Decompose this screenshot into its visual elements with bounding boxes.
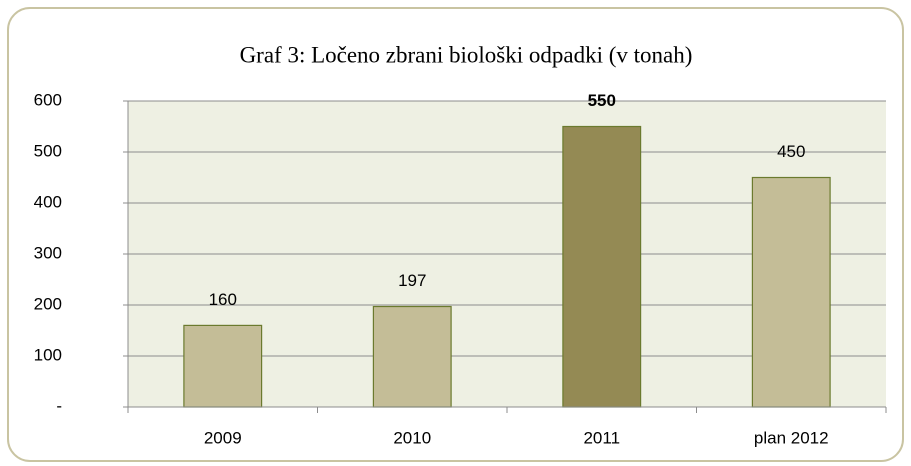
data-label: 160 [209,290,237,309]
y-tick-label: 500 [34,141,62,160]
y-tick-label: 400 [34,192,62,211]
x-tick-label: 2009 [204,428,242,447]
y-tick-label: 200 [34,294,62,313]
bar [562,125,642,408]
bar [372,305,452,408]
x-tick-label: 2011 [583,428,620,447]
x-tick-label: 2010 [393,428,431,447]
data-label: 197 [398,271,426,290]
x-tick-label: plan 2012 [754,428,829,447]
y-tick-label: 600 [34,90,62,109]
y-tick-label: 100 [34,345,62,364]
chart-title: Graf 3: Ločeno zbrani biološki odpadki (… [240,42,693,67]
data-label: 550 [588,91,616,110]
y-tick-label: 300 [34,243,62,262]
y-tick-label: - [56,396,62,415]
bar [183,324,263,408]
bar [751,176,831,408]
data-label: 450 [777,142,805,161]
